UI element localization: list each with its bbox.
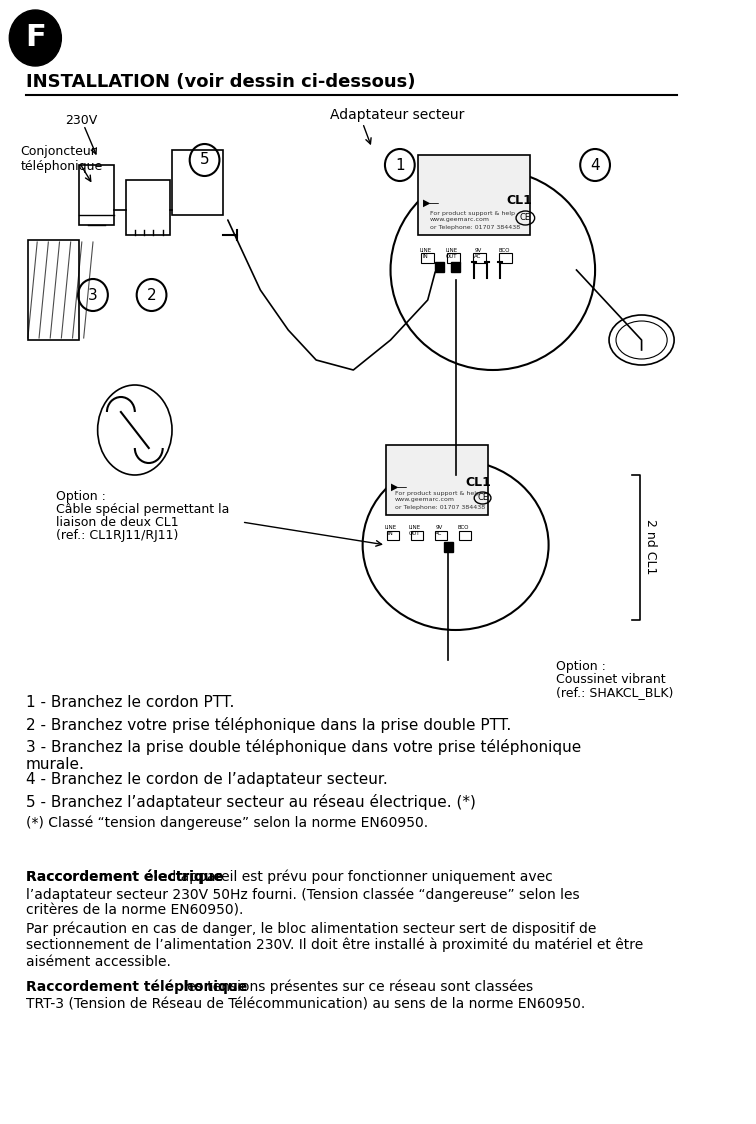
Text: ▶—: ▶— xyxy=(391,482,407,492)
Text: www.geemarc.com: www.geemarc.com xyxy=(395,498,455,502)
Text: 5 - Branchez l’adaptateur secteur au réseau électrique. (*): 5 - Branchez l’adaptateur secteur au rés… xyxy=(26,794,476,810)
Text: Câble spécial permettant la: Câble spécial permettant la xyxy=(56,504,229,516)
Text: 1 - Branchez le cordon PTT.: 1 - Branchez le cordon PTT. xyxy=(26,695,234,710)
Text: 3 - Branchez la prise double téléphonique dans votre prise téléphonique
murale.: 3 - Branchez la prise double téléphoniqu… xyxy=(26,738,581,772)
Text: critères de la norme EN60950).: critères de la norme EN60950). xyxy=(26,904,243,918)
Text: For product support & help: For product support & help xyxy=(395,490,480,496)
Text: 9V
AC: 9V AC xyxy=(474,248,482,259)
Bar xyxy=(387,531,399,540)
Text: Option :: Option : xyxy=(556,660,606,673)
Text: Adaptateur secteur: Adaptateur secteur xyxy=(330,108,464,123)
Bar xyxy=(421,253,434,263)
Text: Raccordement électrique : l’appareil est prévu pour fonctionner uniquement avec
: Raccordement électrique : l’appareil est… xyxy=(26,870,643,968)
Text: CE: CE xyxy=(520,214,531,223)
Text: 230V: 230V xyxy=(65,114,98,127)
Text: CL1: CL1 xyxy=(465,477,491,489)
Text: LINE
OUT: LINE OUT xyxy=(409,525,421,536)
Text: Raccordement électrique: Raccordement électrique xyxy=(26,870,223,885)
Bar xyxy=(444,542,453,552)
Bar xyxy=(418,155,530,235)
Text: Option :: Option : xyxy=(56,490,106,504)
Text: : les tensions présentes sur ce réseau sont classées: : les tensions présentes sur ce réseau s… xyxy=(170,980,533,995)
Bar xyxy=(28,241,79,339)
Text: Raccordement téléphonique: Raccordement téléphonique xyxy=(26,980,247,995)
Text: l’adaptateur secteur 230V 50Hz fourni. (Tension classée “dangereuse” selon les: l’adaptateur secteur 230V 50Hz fourni. (… xyxy=(26,887,580,901)
Text: aisément accessible.: aisément accessible. xyxy=(26,955,171,969)
Bar xyxy=(435,262,445,272)
Text: sectionnement de l’alimentation 230V. Il doit être installé à proximité du matér: sectionnement de l’alimentation 230V. Il… xyxy=(26,939,643,952)
Bar xyxy=(386,445,488,515)
Bar xyxy=(79,165,114,225)
Text: CE: CE xyxy=(477,493,488,502)
Text: Raccordement électrique: Raccordement électrique xyxy=(26,870,223,885)
Text: INSTALLATION (voir dessin ci-dessous): INSTALLATION (voir dessin ci-dessous) xyxy=(26,73,416,91)
Text: Conjoncteur
téléphonique: Conjoncteur téléphonique xyxy=(20,145,103,173)
Text: Par précaution en cas de danger, le bloc alimentation secteur sert de dispositif: Par précaution en cas de danger, le bloc… xyxy=(26,921,596,935)
Text: : l’appareil est prévu pour fonctionner uniquement avec: : l’appareil est prévu pour fonctionner … xyxy=(159,870,553,885)
Bar xyxy=(451,262,460,272)
Text: 9V
AC: 9V AC xyxy=(435,525,442,536)
Text: 5: 5 xyxy=(200,153,209,167)
Bar xyxy=(448,253,460,263)
Text: www.geemarc.com: www.geemarc.com xyxy=(429,218,490,223)
Text: 1: 1 xyxy=(395,157,404,172)
Text: ▶—: ▶— xyxy=(423,198,440,208)
Text: 2 - Branchez votre prise téléphonique dans la prise double PTT.: 2 - Branchez votre prise téléphonique da… xyxy=(26,717,511,733)
Text: liaison de deux CL1: liaison de deux CL1 xyxy=(56,516,178,529)
Text: or Telephone: 01707 384438: or Telephone: 01707 384438 xyxy=(395,505,485,509)
Text: (*) Classé “tension dangereuse” selon la norme EN60950.: (*) Classé “tension dangereuse” selon la… xyxy=(26,816,428,831)
Text: (ref.: SHAKCL_BLK): (ref.: SHAKCL_BLK) xyxy=(556,686,674,699)
Text: (ref.: CL1RJ11/RJ11): (ref.: CL1RJ11/RJ11) xyxy=(56,529,178,542)
Text: 4: 4 xyxy=(590,157,600,172)
Text: BCO: BCO xyxy=(498,248,510,253)
Text: Coussinet vibrant: Coussinet vibrant xyxy=(556,673,666,686)
Text: LINE
IN: LINE IN xyxy=(385,525,397,536)
Text: 3: 3 xyxy=(88,288,98,302)
Text: F: F xyxy=(25,24,45,53)
Text: TRT-3 (Tension de Réseau de Télécommunication) au sens de la norme EN60950.: TRT-3 (Tension de Réseau de Télécommunic… xyxy=(26,997,585,1010)
Bar xyxy=(499,253,513,263)
Bar xyxy=(125,180,170,235)
Text: CL1: CL1 xyxy=(507,193,533,207)
Bar xyxy=(172,149,223,215)
Text: LINE
IN: LINE IN xyxy=(420,248,432,259)
Circle shape xyxy=(9,10,61,66)
Bar xyxy=(435,531,448,540)
Bar xyxy=(411,531,423,540)
Text: BCO: BCO xyxy=(457,525,469,531)
Text: For product support & help: For product support & help xyxy=(429,210,515,216)
Bar xyxy=(460,531,472,540)
Bar xyxy=(473,253,486,263)
Text: 2 nd CL1: 2 nd CL1 xyxy=(644,519,658,574)
Text: 2: 2 xyxy=(147,288,156,302)
Text: or Telephone: 01707 384438: or Telephone: 01707 384438 xyxy=(429,225,519,229)
Text: LINE
OUT: LINE OUT xyxy=(446,248,458,259)
Text: 4 - Branchez le cordon de l’adaptateur secteur.: 4 - Branchez le cordon de l’adaptateur s… xyxy=(26,772,388,787)
